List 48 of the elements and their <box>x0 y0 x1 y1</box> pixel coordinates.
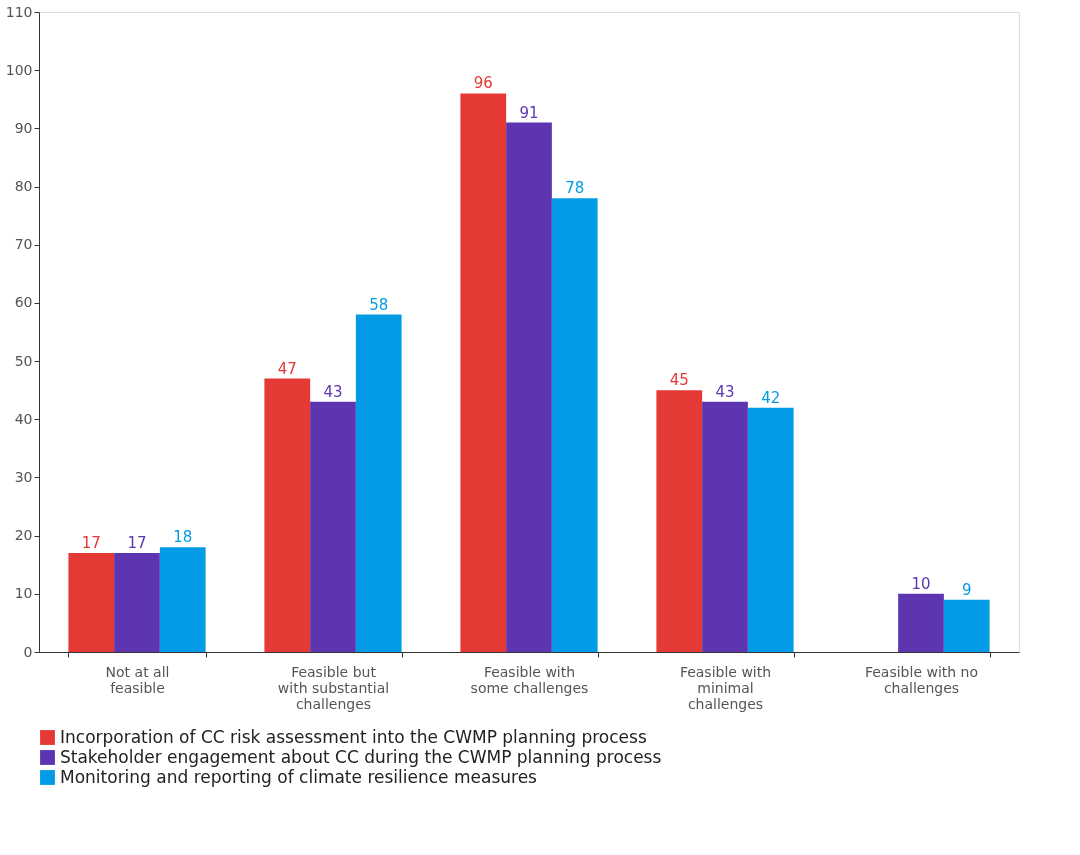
y-tick-label: 100 <box>5 61 33 78</box>
bar <box>114 553 160 652</box>
legend-label: Stakeholder engagement about CC during the CWMP planning process <box>60 746 662 767</box>
data-label: 58 <box>369 295 389 314</box>
x-tick-label: Feasible with minimal challenges <box>679 663 772 712</box>
data-label: 9 <box>961 580 972 599</box>
x-tick-label: Feasible but with substantial challenges <box>277 663 390 712</box>
data-label: 17 <box>81 534 101 553</box>
bar <box>460 93 507 652</box>
bar <box>310 401 356 652</box>
data-label: 78 <box>565 179 585 198</box>
y-tick-label: 10 <box>14 585 33 602</box>
x-tick-label: Not at all feasible <box>105 663 170 696</box>
bar <box>656 390 703 652</box>
y-tick-label: 20 <box>14 527 33 544</box>
bar <box>264 378 311 652</box>
y-tick-label: 60 <box>14 294 33 311</box>
data-label: 96 <box>473 74 493 93</box>
legend-label: Monitoring and reporting of climate resilience measures <box>60 766 538 787</box>
legend-label: Incorporation of CC risk assessment into the CWMP planning process <box>60 726 647 747</box>
data-label: 43 <box>323 382 343 401</box>
y-tick-label: 80 <box>14 178 33 195</box>
data-label: 91 <box>519 103 539 122</box>
y-tick-label: 40 <box>14 410 33 427</box>
bar <box>898 593 944 652</box>
data-label: 47 <box>277 359 297 378</box>
bar <box>747 407 794 652</box>
y-tick-label: 110 <box>5 3 33 20</box>
y-tick-label: 90 <box>14 119 33 136</box>
data-label: 10 <box>911 574 931 593</box>
bar <box>68 553 115 652</box>
y-tick-label: 30 <box>14 468 33 485</box>
bar <box>355 314 402 652</box>
y-tick-label: 50 <box>14 352 33 369</box>
data-label: 45 <box>669 371 689 390</box>
bar <box>159 547 206 652</box>
data-label: 18 <box>173 528 193 547</box>
y-tick-label: 70 <box>14 236 33 253</box>
x-tick-label: Feasible with some challenges <box>470 663 589 696</box>
x-tick-label: Feasible with no challenges <box>864 663 979 696</box>
bar <box>943 599 990 652</box>
data-label: 42 <box>761 388 781 407</box>
bar <box>506 122 552 652</box>
data-label: 17 <box>127 534 147 553</box>
bar <box>551 198 598 652</box>
y-tick-label: 0 <box>23 643 33 660</box>
bar <box>702 401 748 652</box>
data-label: 43 <box>715 382 735 401</box>
